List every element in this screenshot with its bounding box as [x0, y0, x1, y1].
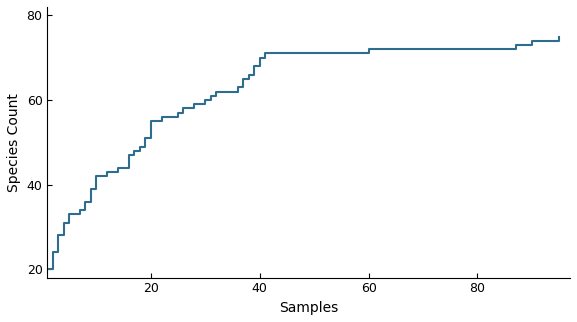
Y-axis label: Species Count: Species Count	[7, 93, 21, 192]
X-axis label: Samples: Samples	[279, 301, 338, 315]
